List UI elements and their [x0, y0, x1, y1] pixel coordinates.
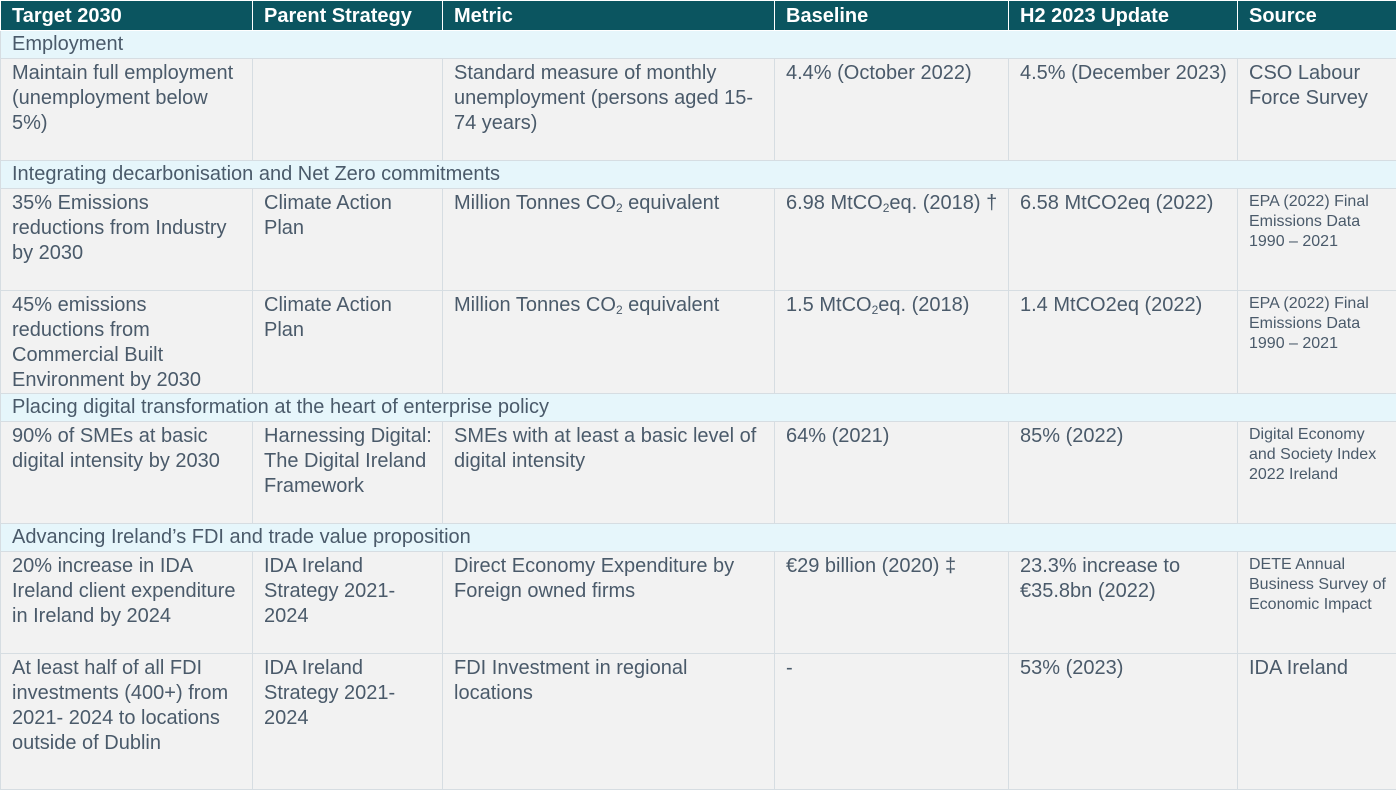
target-cell: 20% increase in IDA Ireland client expen… — [0, 551, 253, 654]
section-label: Employment — [0, 30, 1396, 59]
section-label: Advancing Ireland’s FDI and trade value … — [0, 523, 1396, 552]
table-row: 35% Emissions reductions from Industry b… — [0, 188, 1396, 291]
section-label: Placing digital transformation at the he… — [0, 393, 1396, 422]
section-label: Integrating decarbonisation and Net Zero… — [0, 160, 1396, 189]
source-cell: EPA (2022) Final Emissions Data 1990 – 2… — [1237, 290, 1396, 394]
section-row-fdi: Advancing Ireland’s FDI and trade value … — [0, 523, 1396, 552]
strategy-cell: IDA Ireland Strategy 2021-2024 — [252, 551, 443, 654]
source-cell: DETE Annual Business Survey of Economic … — [1237, 551, 1396, 654]
header-metric: Metric — [442, 0, 775, 31]
table-row: 20% increase in IDA Ireland client expen… — [0, 551, 1396, 654]
update-cell: 23.3% increase to €35.8bn (2022) — [1008, 551, 1238, 654]
target-cell: 45% emissions reductions from Commercial… — [0, 290, 253, 394]
strategy-cell: Climate Action Plan — [252, 188, 443, 291]
metric-text: Million Tonnes CO — [454, 192, 616, 214]
subscript: 2 — [882, 201, 890, 215]
source-cell: Digital Economy and Society Index 2022 I… — [1237, 421, 1396, 524]
target-cell: 35% Emissions reductions from Industry b… — [0, 188, 253, 291]
source-cell: IDA Ireland — [1237, 653, 1396, 790]
table-row: 45% emissions reductions from Commercial… — [0, 290, 1396, 394]
baseline-text: 6.98 MtCO — [786, 192, 883, 214]
update-cell: 4.5% (December 2023) — [1008, 58, 1238, 161]
subscript: 2 — [615, 303, 623, 317]
update-cell: 1.4 MtCO2eq (2022) — [1008, 290, 1238, 394]
update-cell: 6.58 MtCO2eq (2022) — [1008, 188, 1238, 291]
baseline-text: 1.5 MtCO — [786, 294, 872, 316]
target-cell: At least half of all FDI investments (40… — [0, 653, 253, 790]
table-row: Maintain full employment (unemployment b… — [0, 58, 1396, 161]
metric-text: equivalent — [622, 192, 720, 214]
subscript: 2 — [871, 303, 879, 317]
strategy-cell — [252, 58, 443, 161]
source-cell: EPA (2022) Final Emissions Data 1990 – 2… — [1237, 188, 1396, 291]
metric-cell: Million Tonnes CO2 equivalent — [442, 188, 775, 291]
update-cell: 53% (2023) — [1008, 653, 1238, 790]
section-row-decarbonisation: Integrating decarbonisation and Net Zero… — [0, 160, 1396, 189]
section-row-employment: Employment — [0, 30, 1396, 59]
strategy-cell: Climate Action Plan — [252, 290, 443, 394]
baseline-text: eq. (2018) — [878, 294, 970, 316]
table-row: 90% of SMEs at basic digital intensity b… — [0, 421, 1396, 524]
section-row-digital: Placing digital transformation at the he… — [0, 393, 1396, 422]
target-cell: Maintain full employment (unemployment b… — [0, 58, 253, 161]
baseline-cell: 6.98 MtCO2eq. (2018) † — [774, 188, 1009, 291]
baseline-cell: 4.4% (October 2022) — [774, 58, 1009, 161]
header-target: Target 2030 — [0, 0, 253, 31]
header-source: Source — [1237, 0, 1396, 31]
strategy-cell: Harnessing Digital: The Digital Ireland … — [252, 421, 443, 524]
header-row: Target 2030 Parent Strategy Metric Basel… — [0, 0, 1396, 31]
header-baseline: Baseline — [774, 0, 1009, 31]
metric-text: Million Tonnes CO — [454, 294, 616, 316]
metric-cell: Standard measure of monthly unemployment… — [442, 58, 775, 161]
baseline-text: eq. (2018) † — [889, 192, 998, 214]
metric-cell: Million Tonnes CO2 equivalent — [442, 290, 775, 394]
update-cell: 85% (2022) — [1008, 421, 1238, 524]
source-cell: CSO Labour Force Survey — [1237, 58, 1396, 161]
metric-cell: FDI Investment in regional locations — [442, 653, 775, 790]
table-row: At least half of all FDI investments (40… — [0, 653, 1396, 790]
strategy-cell: IDA Ireland Strategy 2021-2024 — [252, 653, 443, 790]
baseline-cell: - — [774, 653, 1009, 790]
baseline-cell: 64% (2021) — [774, 421, 1009, 524]
metric-cell: SMEs with at least a basic level of digi… — [442, 421, 775, 524]
header-update: H2 2023 Update — [1008, 0, 1238, 31]
header-parent-strategy: Parent Strategy — [252, 0, 443, 31]
baseline-cell: 1.5 MtCO2eq. (2018) — [774, 290, 1009, 394]
target-cell: 90% of SMEs at basic digital intensity b… — [0, 421, 253, 524]
metric-text: equivalent — [622, 294, 720, 316]
baseline-cell: €29 billion (2020) ‡ — [774, 551, 1009, 654]
subscript: 2 — [615, 201, 623, 215]
metric-cell: Direct Economy Expenditure by Foreign ow… — [442, 551, 775, 654]
